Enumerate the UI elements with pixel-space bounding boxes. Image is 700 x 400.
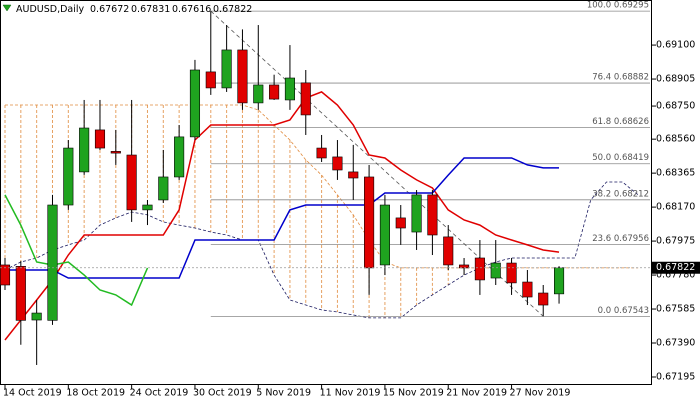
y-tick-label: 0.67780 bbox=[656, 270, 695, 281]
y-tick-label: 0.68905 bbox=[656, 74, 695, 85]
candle-body bbox=[94, 129, 106, 149]
header-close: 0.67822 bbox=[213, 4, 252, 15]
candle-body bbox=[348, 171, 359, 179]
y-tick-label: 0.69100 bbox=[656, 40, 695, 51]
candle-body bbox=[538, 292, 549, 306]
candle-body bbox=[443, 236, 454, 266]
header-low: 0.67616 bbox=[172, 4, 211, 15]
fib-trendline bbox=[210, 10, 544, 317]
y-tick-label: 0.67585 bbox=[656, 304, 695, 315]
candle-body bbox=[205, 71, 216, 89]
candle-body bbox=[284, 77, 295, 101]
candle-body bbox=[379, 204, 390, 266]
candle-body bbox=[0, 264, 11, 286]
candle-body bbox=[142, 204, 153, 211]
candle-body bbox=[269, 84, 280, 100]
candle-body bbox=[110, 151, 121, 154]
y-tick-label: 0.68750 bbox=[656, 101, 695, 112]
candle-body bbox=[427, 194, 438, 236]
candle-body bbox=[63, 147, 74, 206]
x-tick-label: 18 Oct 2019 bbox=[66, 388, 125, 399]
indicator-line bbox=[5, 157, 559, 279]
y-tick-label: 0.68170 bbox=[656, 202, 695, 213]
cloud-span-a bbox=[4, 181, 639, 319]
candle-body bbox=[554, 267, 565, 295]
candle-body bbox=[237, 49, 248, 104]
x-tick-label: 21 Nov 2019 bbox=[446, 388, 507, 399]
candle-body bbox=[31, 312, 42, 321]
candle-body bbox=[126, 154, 137, 211]
candle-body bbox=[15, 266, 26, 321]
candle-body bbox=[79, 127, 90, 173]
y-tick-label: 0.67195 bbox=[656, 371, 695, 382]
candle-body bbox=[522, 281, 533, 298]
y-tick-label: 0.67390 bbox=[656, 338, 695, 349]
candle-body bbox=[47, 204, 58, 321]
candle-body bbox=[474, 257, 485, 281]
fib-label: 23.6 0.67956 bbox=[592, 234, 649, 244]
candle-body bbox=[364, 176, 375, 269]
candle-body bbox=[253, 84, 264, 104]
candle-body bbox=[506, 262, 517, 284]
price-box bbox=[652, 261, 700, 274]
fib-label: 50.0 0.68419 bbox=[592, 153, 649, 163]
chart-header: AUDUSD,Daily 0.67672 0.67831 0.67616 0.6… bbox=[16, 4, 252, 15]
x-tick-label: 15 Nov 2019 bbox=[383, 388, 444, 399]
candle-body bbox=[221, 49, 232, 89]
candle-body bbox=[189, 69, 201, 138]
y-tick-label: 0.67975 bbox=[656, 236, 695, 247]
fib-label: 76.4 0.68882 bbox=[592, 73, 649, 83]
x-tick-label: 27 Nov 2019 bbox=[510, 388, 571, 399]
x-tick-label: 30 Oct 2019 bbox=[193, 388, 252, 399]
x-tick-label: 24 Oct 2019 bbox=[130, 388, 189, 399]
x-tick-label: 5 Nov 2019 bbox=[256, 388, 311, 399]
candle-body bbox=[332, 156, 343, 171]
price-label: 0.67822 bbox=[656, 262, 695, 273]
candle-body bbox=[158, 176, 169, 201]
header-high: 0.67831 bbox=[131, 4, 170, 15]
indicator-line bbox=[4, 194, 149, 307]
fib-label: 0.0 0.67543 bbox=[598, 306, 649, 316]
fib-label: 61.8 0.68626 bbox=[592, 117, 649, 127]
candle-body bbox=[316, 147, 327, 159]
header-open: 0.67672 bbox=[90, 4, 129, 15]
candle-body bbox=[490, 262, 501, 279]
x-tick-label: 11 Nov 2019 bbox=[320, 388, 381, 399]
indicator-line bbox=[4, 91, 560, 341]
plot-area: 100.0 0.69295 76.4 0.68882 61.8 0.68626 50.… bbox=[0, 1, 652, 365]
y-tick-label: 0.68560 bbox=[656, 134, 695, 145]
x-tick-label: 14 Oct 2019 bbox=[3, 388, 62, 399]
candle-body bbox=[395, 217, 406, 229]
chart-title: AUDUSD,Daily bbox=[16, 4, 85, 15]
fib-label: 38.2 0.68212 bbox=[592, 189, 649, 199]
candle-body bbox=[300, 82, 311, 116]
y-tick-label: 0.68365 bbox=[656, 168, 695, 179]
candle-body bbox=[174, 136, 185, 178]
expand-icon bbox=[2, 4, 12, 12]
fib-label: 100.0 0.69295 bbox=[587, 1, 649, 11]
plot-frame bbox=[0, 0, 652, 385]
candle-body bbox=[411, 194, 422, 233]
